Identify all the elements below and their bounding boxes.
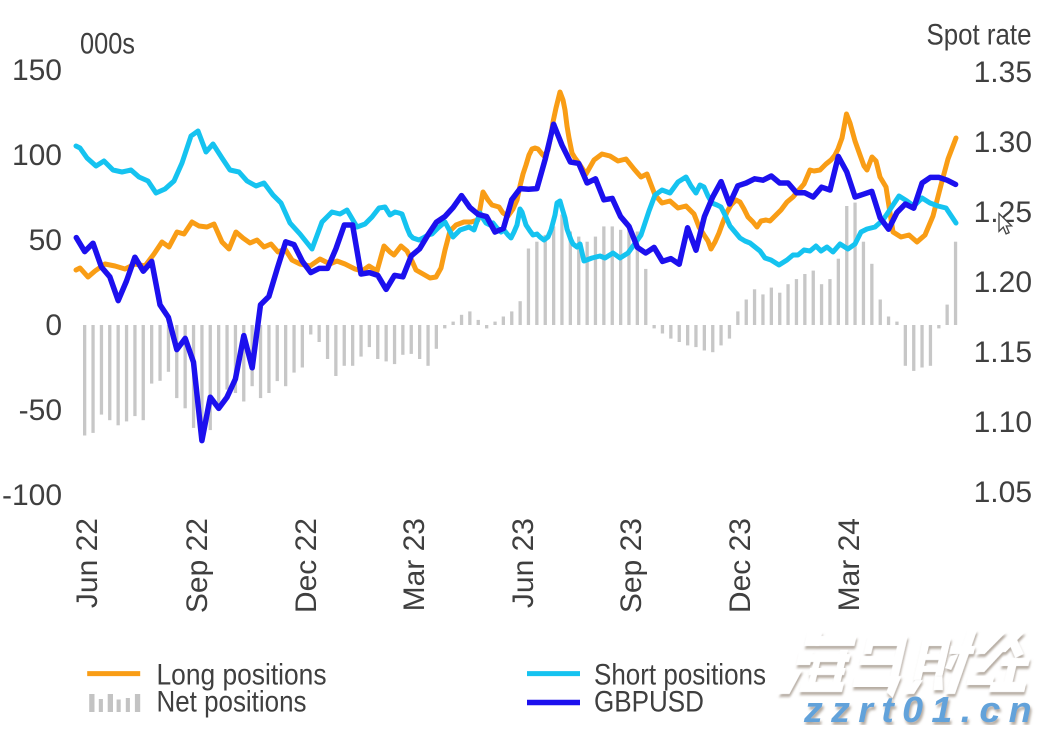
svg-text:-100: -100 [2,479,62,512]
svg-text:Jun 23: Jun 23 [507,518,540,608]
svg-text:Net positions: Net positions [157,686,307,719]
svg-text:Sep 22: Sep 22 [181,518,214,613]
svg-text:1.30: 1.30 [974,126,1032,159]
svg-text:1.10: 1.10 [974,406,1032,439]
svg-text:Dec 22: Dec 22 [290,518,323,613]
svg-text:Long positions: Long positions [157,659,327,692]
svg-text:0: 0 [45,309,62,342]
svg-text:zzrt01.cn: zzrt01.cn [803,689,1038,725]
svg-text:100: 100 [12,139,62,172]
svg-text:Short positions: Short positions [594,659,766,692]
svg-text:Mar 23: Mar 23 [398,518,431,611]
svg-text:Jun 22: Jun 22 [71,518,104,608]
svg-text:Mar 24: Mar 24 [833,518,866,611]
svg-text:1.15: 1.15 [974,336,1032,369]
svg-text:150: 150 [12,54,62,87]
svg-text:1.05: 1.05 [974,476,1032,509]
svg-text:1.35: 1.35 [974,56,1032,89]
svg-text:50: 50 [29,224,62,257]
svg-text:Dec 23: Dec 23 [724,518,757,613]
svg-text:-50: -50 [19,394,62,427]
svg-text:1.20: 1.20 [974,266,1032,299]
svg-text:Sep 23: Sep 23 [615,518,648,613]
svg-text:Spot rate: Spot rate [927,19,1032,52]
svg-text:000s: 000s [80,28,135,61]
svg-text:GBPUSD: GBPUSD [594,686,704,719]
